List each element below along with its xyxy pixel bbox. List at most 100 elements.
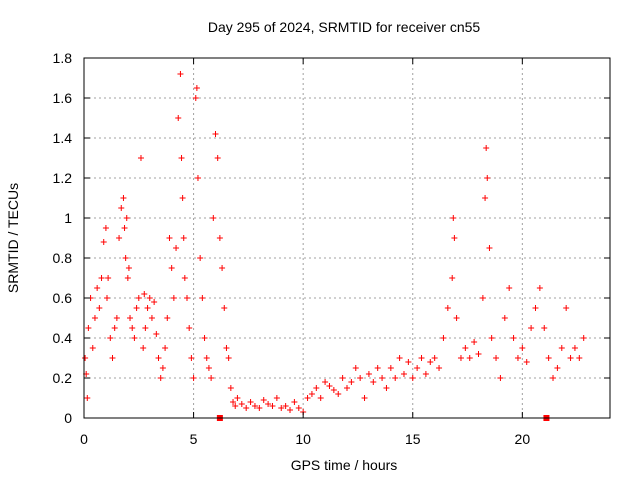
y-axis-title: SRMTID / TECUs	[5, 183, 21, 293]
data-point	[142, 325, 149, 331]
data-point	[243, 405, 250, 411]
data-point	[405, 359, 412, 365]
data-point	[451, 235, 458, 241]
chart-title: Day 295 of 2024, SRMTID for receiver cn5…	[208, 19, 481, 35]
data-point	[444, 305, 451, 311]
data-point	[111, 325, 118, 331]
x-tick-labels: 0 5 10 15 20	[80, 431, 530, 447]
data-point	[554, 365, 561, 371]
x-tick-label: 0	[80, 431, 88, 447]
data-points	[82, 71, 587, 421]
x-tick-label: 20	[515, 431, 531, 447]
data-point	[322, 379, 329, 385]
data-point	[482, 195, 489, 201]
data-point	[127, 315, 134, 321]
data-point	[94, 285, 101, 291]
data-point	[313, 385, 320, 391]
data-point	[91, 315, 98, 321]
data-point	[493, 355, 500, 361]
data-point	[221, 305, 228, 311]
data-point	[545, 355, 552, 361]
data-point	[89, 345, 96, 351]
data-point	[260, 397, 267, 403]
y-tick-labels: 0 0.2 0.4 0.6 0.8 1 1.2 1.4 1.6 1.8	[53, 50, 73, 426]
data-point	[131, 335, 138, 341]
data-point	[295, 405, 302, 411]
data-point	[287, 407, 294, 413]
data-point	[214, 155, 221, 161]
y-tick-label: 0.4	[53, 330, 73, 346]
data-point	[501, 315, 508, 321]
data-point	[335, 391, 342, 397]
data-point	[436, 365, 443, 371]
y-tick-label: 1	[64, 210, 72, 226]
data-point	[123, 215, 130, 221]
data-point	[440, 335, 447, 341]
data-point	[567, 355, 574, 361]
data-point	[155, 355, 162, 361]
data-point	[157, 375, 164, 381]
data-point	[216, 235, 223, 241]
y-tick-label: 1.6	[53, 90, 73, 106]
data-point	[536, 285, 543, 291]
data-point	[190, 375, 197, 381]
data-point	[365, 371, 372, 377]
data-point	[137, 155, 144, 161]
data-point	[488, 335, 495, 341]
data-point	[414, 365, 421, 371]
data-point	[184, 295, 191, 301]
data-point	[181, 275, 188, 281]
data-point	[178, 155, 185, 161]
data-point	[422, 371, 429, 377]
data-point	[85, 325, 92, 331]
data-point	[528, 325, 535, 331]
data-point	[96, 305, 103, 311]
data-point	[484, 175, 491, 181]
data-point	[151, 299, 158, 305]
data-point	[144, 305, 151, 311]
data-point	[532, 305, 539, 311]
data-point	[462, 345, 469, 351]
data-point	[558, 345, 565, 351]
data-point	[576, 355, 583, 361]
y-tick-label: 0.6	[53, 290, 73, 306]
data-point	[256, 405, 263, 411]
y-tick-label: 1.4	[53, 130, 73, 146]
data-point	[392, 375, 399, 381]
data-point	[84, 395, 91, 401]
data-point	[230, 399, 237, 405]
data-point	[247, 399, 254, 405]
data-point	[352, 365, 359, 371]
data-point	[238, 401, 245, 407]
data-point	[457, 355, 464, 361]
data-point	[234, 395, 241, 401]
data-point	[344, 385, 350, 391]
data-point	[194, 175, 201, 181]
data-point	[159, 365, 166, 371]
data-point	[348, 379, 355, 385]
data-point	[225, 355, 232, 361]
data-point	[118, 205, 125, 211]
data-point	[475, 351, 482, 357]
data-point	[162, 345, 169, 351]
data-point	[201, 335, 208, 341]
data-point	[105, 275, 112, 281]
grid-lines	[84, 58, 610, 418]
x-tick-label: 15	[405, 431, 421, 447]
data-point	[102, 225, 109, 231]
data-point	[400, 371, 407, 377]
x-axis-title: GPS time / hours	[291, 457, 398, 473]
data-point	[113, 315, 120, 321]
data-point	[291, 399, 298, 405]
data-point	[153, 331, 160, 337]
data-point	[387, 365, 394, 371]
data-point	[506, 285, 513, 291]
data-point	[326, 383, 333, 389]
data-point	[197, 255, 204, 261]
data-point	[486, 245, 493, 251]
data-point	[205, 365, 212, 371]
data-point	[483, 145, 490, 151]
data-point	[179, 195, 186, 201]
data-point	[379, 375, 386, 381]
y-tick-label: 0.8	[53, 250, 73, 266]
